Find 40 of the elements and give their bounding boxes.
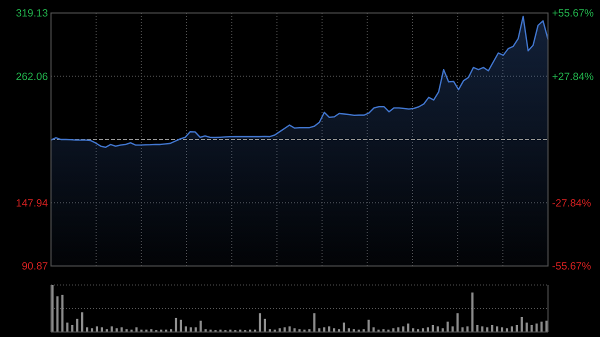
bar: [278, 328, 281, 332]
y2-tick-label: -27.84%: [552, 197, 592, 210]
bar: [150, 329, 152, 332]
bar: [476, 324, 478, 332]
bar: [284, 327, 286, 332]
bar: [76, 318, 78, 332]
y-tick-label: 262.06: [16, 70, 48, 83]
bar: [194, 327, 197, 332]
bar: [313, 313, 316, 332]
bar: [407, 324, 410, 332]
bar: [442, 328, 444, 332]
y-tick-label: 147.94: [16, 197, 48, 210]
bar: [190, 327, 192, 332]
y-tick-label: 319.13: [16, 8, 48, 20]
bar: [446, 322, 449, 332]
bar: [352, 329, 355, 332]
bar: [116, 328, 118, 332]
bar: [323, 327, 326, 332]
bar: [526, 322, 528, 332]
bar: [106, 329, 108, 332]
bar: [530, 324, 533, 332]
bar: [200, 320, 202, 332]
bar: [368, 320, 370, 332]
bar: [120, 327, 123, 332]
y2-tick-label: +55.67%: [552, 8, 594, 20]
bar: [520, 316, 523, 332]
y2-tick-label: -55.67%: [552, 260, 592, 273]
bar: [71, 324, 74, 332]
bar: [486, 327, 488, 332]
y-tick-label: 90.87: [22, 260, 48, 273]
bar: [318, 328, 320, 332]
bar: [362, 329, 365, 332]
bar: [491, 324, 494, 332]
bar: [402, 326, 404, 332]
bar: [66, 322, 68, 332]
bar: [110, 326, 113, 332]
y2-tick-label: +27.84%: [552, 70, 594, 83]
bar: [397, 327, 400, 332]
bar: [481, 326, 484, 332]
bar: [436, 326, 439, 332]
